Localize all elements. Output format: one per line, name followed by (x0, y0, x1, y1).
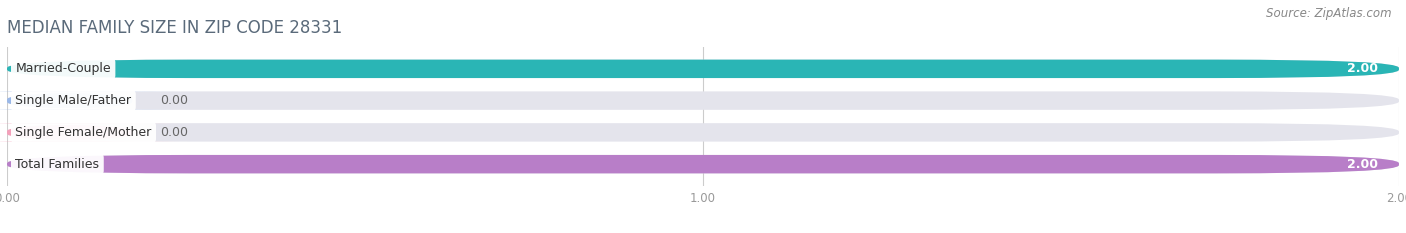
Text: 0.00: 0.00 (160, 94, 188, 107)
FancyBboxPatch shape (7, 155, 1399, 173)
Text: Total Families: Total Families (15, 158, 100, 171)
Text: 0.00: 0.00 (160, 126, 188, 139)
Text: 2.00: 2.00 (1347, 62, 1378, 75)
FancyBboxPatch shape (0, 123, 179, 142)
Text: Single Male/Father: Single Male/Father (15, 94, 131, 107)
FancyBboxPatch shape (7, 123, 1399, 142)
Text: Married-Couple: Married-Couple (15, 62, 111, 75)
FancyBboxPatch shape (7, 60, 1399, 78)
FancyBboxPatch shape (7, 155, 1399, 173)
Text: 2.00: 2.00 (1347, 158, 1378, 171)
FancyBboxPatch shape (7, 91, 1399, 110)
FancyBboxPatch shape (7, 60, 1399, 78)
Text: Source: ZipAtlas.com: Source: ZipAtlas.com (1267, 7, 1392, 20)
Text: MEDIAN FAMILY SIZE IN ZIP CODE 28331: MEDIAN FAMILY SIZE IN ZIP CODE 28331 (7, 19, 342, 37)
FancyBboxPatch shape (0, 91, 179, 110)
Text: Single Female/Mother: Single Female/Mother (15, 126, 152, 139)
